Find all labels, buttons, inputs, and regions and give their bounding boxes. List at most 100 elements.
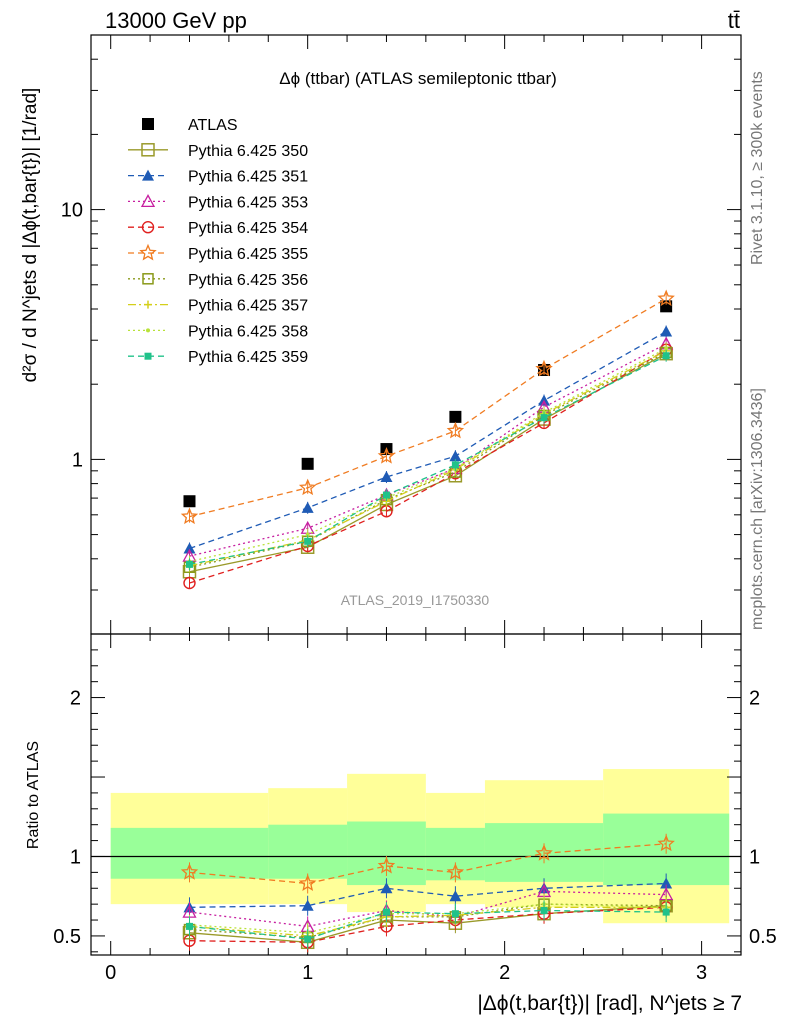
ratio-frame: [90, 633, 742, 956]
legend-label: Pythia 6.425 350: [188, 143, 308, 160]
plot-title: Δϕ (ttbar) (ATLAS semileptonic ttbar): [279, 69, 557, 88]
data-point: [304, 537, 312, 545]
ratio-point: [180, 863, 199, 880]
data-point: [535, 359, 553, 377]
legend-label: ATLAS: [188, 117, 238, 134]
ratio-point: [185, 922, 193, 930]
x-axis-label: |Δϕ(t,bar{t})| [rad], N^jets ≥ 7: [477, 992, 742, 1015]
data-point: [183, 542, 196, 554]
legend-label: Pythia 6.425 353: [188, 194, 308, 211]
series-line: [189, 351, 667, 568]
legend-marker: [142, 169, 154, 181]
y-axis-label-main: d²σ / d N^jets d |Δϕ(t,bar{t})| [1/rad]: [20, 88, 41, 383]
data-point: [298, 478, 317, 496]
ratio-point: [446, 863, 465, 880]
y-tick-label-ratio: 0.5: [53, 926, 81, 948]
x-tick-label: 3: [696, 962, 707, 984]
ratio-line: [189, 906, 667, 943]
mcplots-label: mcplots.cern.ch [arXiv:1306.3436]: [749, 388, 766, 630]
ratio-point: [380, 882, 393, 894]
legend-marker: [140, 194, 156, 208]
data-point: [183, 495, 196, 508]
series-line: [189, 343, 667, 557]
ratio-point: [298, 874, 317, 891]
ratio-point: [377, 856, 396, 874]
ratio-line: [189, 843, 667, 885]
data-point: [380, 471, 393, 483]
y-tick-label-ratio: 2: [70, 688, 81, 710]
legend-marker: [142, 273, 154, 285]
legend-label: Pythia 6.425 356: [188, 272, 308, 289]
ratio-series-pythia-6-425-355: [180, 833, 675, 894]
legend-label: Pythia 6.425 358: [188, 323, 308, 340]
series-line: [189, 347, 667, 563]
legend-entry: Pythia 6.425 358: [128, 323, 308, 340]
data-point: [662, 352, 670, 360]
series-pythia-6-425-358: [187, 342, 669, 568]
series-pythia-6-425-355: [180, 289, 675, 525]
series-pythia-6-425-354: [183, 343, 673, 590]
series-pythia-6-425-353: [182, 336, 674, 563]
legend-entry: Pythia 6.425 359: [128, 349, 308, 366]
ratio-line: [189, 905, 667, 943]
legend-entry: Pythia 6.425 353: [128, 194, 308, 211]
legend-entry: Pythia 6.425 356: [128, 272, 308, 289]
y-tick-label-ratio-right: 0.5: [749, 926, 777, 948]
ratio-point: [449, 890, 462, 902]
legend-entry: ATLAS: [142, 117, 238, 134]
ratio-series-pythia-6-425-359: [185, 900, 670, 950]
ratio-line: [189, 890, 667, 928]
y-tick-label-ratio-right: 2: [749, 688, 760, 710]
uncertainty-band-inner: [268, 824, 348, 879]
legend-marker: [141, 220, 155, 234]
series-pythia-6-425-351: [183, 325, 673, 555]
ratio-line: [189, 909, 667, 940]
legend-label: Pythia 6.425 357: [188, 298, 308, 315]
ratio-point: [535, 844, 553, 861]
ratio-point: [540, 907, 548, 915]
ratio-line: [189, 882, 667, 908]
legend-entry: Pythia 6.425 350: [128, 143, 308, 160]
ratio-point: [304, 935, 312, 943]
y-axis-label-ratio: Ratio to ATLAS: [25, 741, 42, 849]
series-line: [189, 298, 667, 518]
legend-label: Pythia 6.425 359: [188, 349, 308, 366]
y-tick-label-main: 1: [72, 449, 83, 471]
series-line: [189, 330, 667, 550]
legend-marker: [146, 328, 150, 333]
ratio-point: [382, 908, 390, 916]
ratio-point: [301, 899, 314, 911]
data-point: [185, 560, 193, 568]
legend-marker: [142, 118, 154, 130]
data-point: [377, 446, 396, 464]
ratio-point: [657, 834, 675, 852]
header-label: 13000 GeV pp: [105, 8, 247, 33]
ratio-panel: 0.5 0.5 1 1 2 2 0 1 2 3: [53, 633, 777, 984]
series-pythia-6-425-356: [183, 346, 672, 574]
legend-marker: [144, 300, 152, 309]
y-tick-label-ratio-right: 1: [749, 846, 760, 868]
legend-marker: [139, 243, 157, 261]
legend-entry: Pythia 6.425 355: [128, 243, 308, 263]
data-point: [180, 507, 199, 525]
main-panel: 1 10: [61, 34, 742, 635]
data-point: [449, 410, 462, 423]
data-point: [451, 461, 459, 469]
ratio-point: [662, 908, 670, 916]
legend: ATLAS Pythia 6.425 350 Pythia 6.425 351 Pyt…: [128, 117, 308, 366]
y-tick-label-ratio: 1: [70, 846, 81, 868]
header-process-label: tt̄: [728, 8, 740, 33]
x-tick-label: 0: [105, 962, 116, 984]
x-tick-label: 2: [499, 962, 510, 984]
legend-entry: Pythia 6.425 351: [128, 169, 308, 186]
data-point: [449, 450, 462, 462]
watermark: ATLAS_2019_I1750330: [341, 592, 490, 608]
series-line: [189, 349, 667, 584]
data-point: [660, 325, 673, 337]
legend-marker: [144, 352, 152, 360]
series-pythia-6-425-357: [185, 344, 671, 572]
legend-entry: Pythia 6.425 357: [128, 298, 308, 315]
data-point: [305, 532, 310, 537]
legend-label: Pythia 6.425 355: [188, 246, 308, 263]
